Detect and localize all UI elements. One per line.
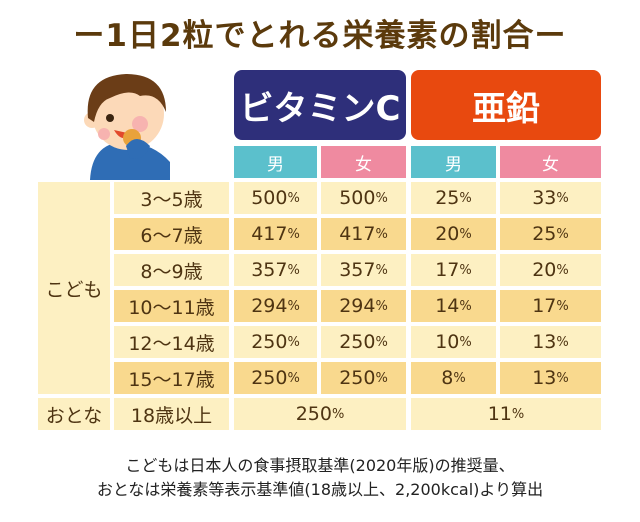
value-cell: 14% bbox=[411, 290, 496, 322]
value-cell: 17% bbox=[411, 254, 496, 286]
age-cell: 8〜9歳 bbox=[114, 254, 229, 286]
value-cell: 25% bbox=[411, 182, 496, 214]
value-cell: 500% bbox=[234, 182, 317, 214]
zinc-female-header: 女 bbox=[500, 146, 601, 178]
age-cell: 15〜17歳 bbox=[114, 362, 229, 394]
value-cell: 10% bbox=[411, 326, 496, 358]
vitamin-c-label: ビタミンC bbox=[239, 88, 401, 129]
value-cell: 25% bbox=[500, 218, 601, 250]
value-cell: 13% bbox=[500, 326, 601, 358]
value-cell: 294% bbox=[234, 290, 317, 322]
value-cell: 33% bbox=[500, 182, 601, 214]
age-cell: 6〜7歳 bbox=[114, 218, 229, 250]
value-cell: 357% bbox=[234, 254, 317, 286]
value-cell: 17% bbox=[500, 290, 601, 322]
vitc-female-header: 女 bbox=[321, 146, 406, 178]
value-cell: 250% bbox=[234, 362, 317, 394]
footnote-line-2: おとなは栄養素等表示基準値(18歳以上、2,200kcal)より算出 bbox=[96, 480, 544, 499]
adult-vitamin-c: 250% bbox=[234, 398, 406, 430]
age-cell: 3〜5歳 bbox=[114, 182, 229, 214]
group-child-label: こども bbox=[38, 182, 110, 394]
value-cell: 20% bbox=[411, 218, 496, 250]
vitamin-c-header: ビタミンC bbox=[234, 70, 406, 140]
zinc-male-header: 男 bbox=[411, 146, 496, 178]
value-cell: 417% bbox=[234, 218, 317, 250]
boy-eating-illustration bbox=[84, 74, 170, 180]
age-cell: 12〜14歳 bbox=[114, 326, 229, 358]
value-cell: 417% bbox=[321, 218, 406, 250]
group-adult-label: おとな bbox=[38, 398, 110, 430]
value-cell: 250% bbox=[321, 326, 406, 358]
value-cell: 8% bbox=[411, 362, 496, 394]
zinc-label: 亜鉛 bbox=[472, 88, 540, 129]
page-title: ー1日2粒でとれる栄養素の割合ー bbox=[73, 18, 567, 54]
value-cell: 20% bbox=[500, 254, 601, 286]
value-cell: 294% bbox=[321, 290, 406, 322]
zinc-header: 亜鉛 bbox=[411, 70, 601, 140]
adult-zinc: 11% bbox=[411, 398, 601, 430]
vitc-male-header: 男 bbox=[234, 146, 317, 178]
age-cell: 10〜11歳 bbox=[114, 290, 229, 322]
value-cell: 13% bbox=[500, 362, 601, 394]
adult-age: 18歳以上 bbox=[114, 398, 229, 430]
value-cell: 250% bbox=[321, 362, 406, 394]
footnote-line-1: こどもは日本人の食事摂取基準(2020年版)の推奨量、 bbox=[125, 456, 515, 475]
value-cell: 357% bbox=[321, 254, 406, 286]
value-cell: 500% bbox=[321, 182, 406, 214]
value-cell: 250% bbox=[234, 326, 317, 358]
